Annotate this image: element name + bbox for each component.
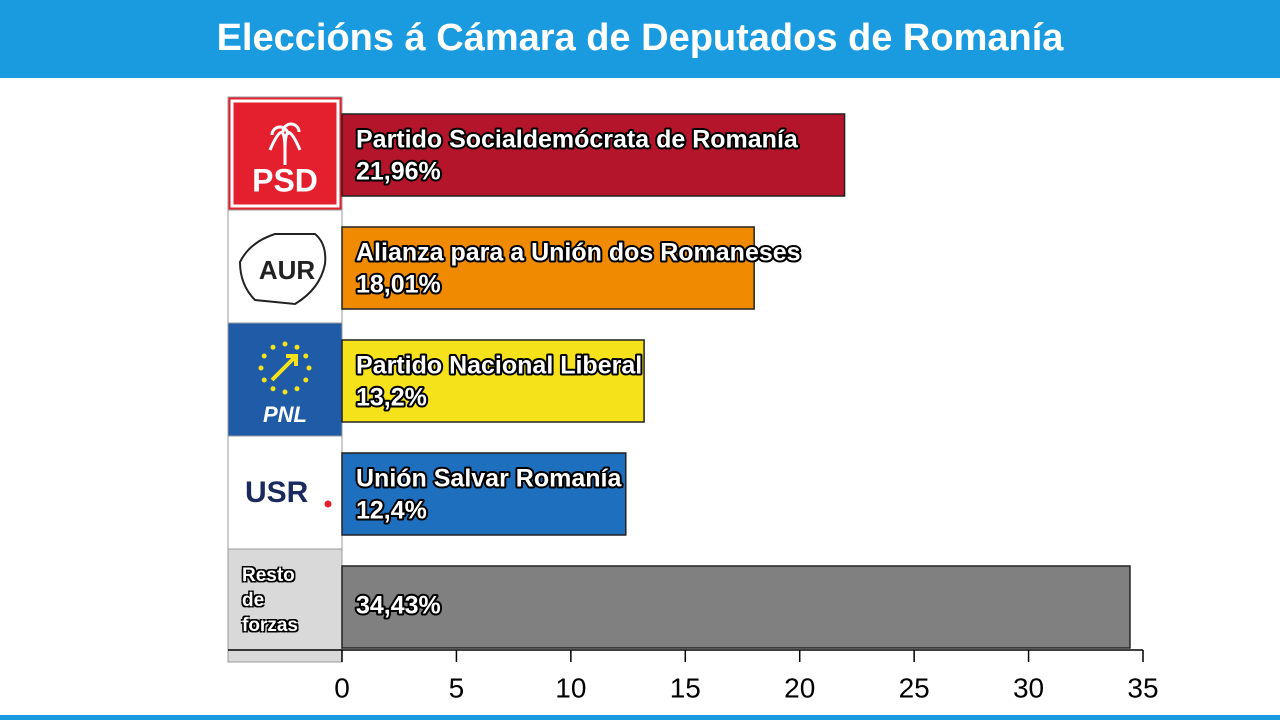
value-label: 12,4%: [356, 497, 427, 525]
logo-star: [270, 386, 276, 392]
logo-box: [227, 435, 343, 550]
logo-box: [227, 209, 343, 324]
logo-border: [230, 99, 340, 208]
bar: [341, 452, 627, 536]
x-tick-label: 5: [449, 672, 465, 703]
logo-map: [238, 233, 327, 306]
logo-star: [270, 344, 276, 350]
x-tick-label: 0: [334, 672, 350, 703]
x-tick-label: 30: [1013, 672, 1044, 703]
value-label: 18,01%: [356, 271, 441, 299]
logo-box: [227, 548, 343, 663]
x-tick-label: 35: [1127, 672, 1158, 703]
bar-label: Partido Socialdemócrata de Romanía: [356, 126, 799, 154]
bar-label: Alianza para a Unión dos Romaneses: [356, 239, 801, 267]
bar-label: Unión Salvar Romanía: [356, 465, 622, 493]
category-label-box: Resto de forzas: [242, 565, 298, 636]
logo-text: USR: [245, 476, 309, 509]
bar: [341, 565, 1131, 649]
logo-text: PSD: [252, 162, 318, 198]
bar: [341, 113, 846, 197]
logo-dot: [324, 500, 332, 508]
logo-star: [294, 386, 300, 392]
logo-text: AUR: [259, 255, 316, 285]
bar: [341, 339, 645, 423]
bottom-band: [0, 715, 1280, 720]
title-band: [0, 0, 1280, 78]
logo-star: [258, 365, 264, 371]
x-tick-label: 15: [670, 672, 701, 703]
x-tick-label: 10: [555, 672, 586, 703]
logo-star: [282, 389, 288, 395]
logo-star: [303, 353, 309, 359]
x-tick-label: 25: [899, 672, 930, 703]
category-label: Resto de forzas: [242, 565, 298, 636]
logo-star: [306, 365, 312, 371]
logo-star: [261, 377, 267, 383]
bar-label: Partido Nacional Liberal: [356, 352, 642, 380]
logo-arrow: [270, 354, 298, 382]
value-label: 21,96%: [356, 158, 441, 186]
logo-star: [303, 377, 309, 383]
logo-star: [294, 344, 300, 350]
chart-title: Eleccións á Cámara de Deputados de Roman…: [217, 17, 1065, 59]
logo-star: [261, 353, 267, 359]
bar: [341, 226, 755, 310]
x-tick-label: 20: [784, 672, 815, 703]
value-label: 34,43%: [356, 592, 441, 620]
value-label: 13,2%: [356, 384, 427, 412]
logo-star: [282, 341, 288, 347]
logo-rose: [268, 122, 302, 165]
logo-text: PNL: [263, 402, 307, 427]
